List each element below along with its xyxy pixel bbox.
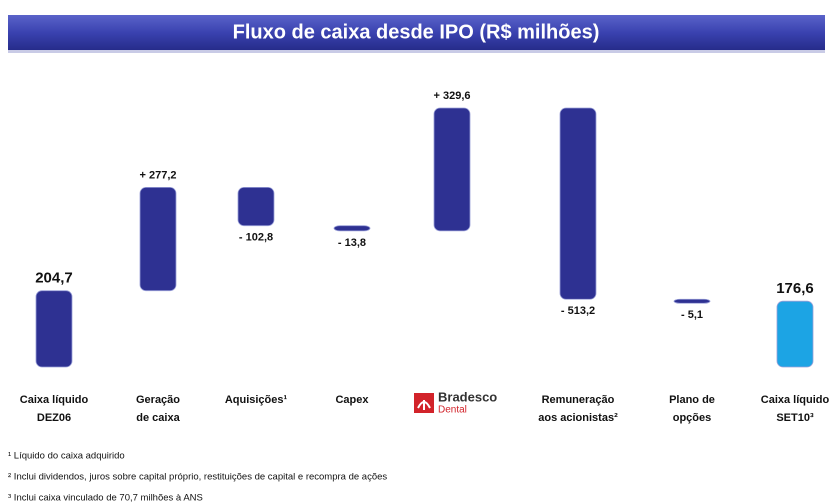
bar: [237, 186, 275, 227]
x-tick-label: Caixa líquido: [761, 394, 830, 406]
footnote: ² Inclui dividendos, juros sobre capital…: [8, 472, 387, 483]
value-label: - 102,8: [239, 232, 273, 244]
title-banner: [8, 15, 825, 50]
value-label: - 513,2: [561, 305, 595, 317]
x-tick-label: Caixa líquido: [20, 394, 89, 406]
x-tick-label: Remuneração: [542, 394, 615, 406]
x-tick-label: opções: [673, 412, 712, 424]
value-label: + 277,2: [139, 169, 176, 181]
bar: [433, 107, 471, 232]
footnote: ³ Inclui caixa vinculado de 70,7 milhões…: [8, 493, 203, 504]
logo-text: Bradesco: [438, 389, 497, 404]
value-label: 204,7: [35, 270, 73, 287]
bar: [333, 225, 371, 232]
value-label: - 5,1: [681, 309, 703, 321]
logo-subtext: Dental: [438, 405, 467, 416]
x-tick-label: Capex: [335, 394, 369, 406]
x-tick-label: Aquisições¹: [225, 394, 288, 406]
value-label: + 329,6: [433, 90, 470, 102]
logo-icon: [417, 400, 431, 410]
value-label: - 13,8: [338, 237, 366, 249]
bar: [559, 107, 597, 300]
x-tick-label: de caixa: [136, 412, 180, 424]
x-tick-label: DEZ06: [37, 412, 71, 424]
bar: [139, 186, 177, 292]
x-tick-label: Plano de: [669, 394, 715, 406]
title-shadow: [8, 50, 825, 53]
chart-title: Fluxo de caixa desde IPO (R$ milhões): [233, 21, 600, 43]
footnote: ¹ Líquido do caixa adquirido: [8, 451, 125, 462]
bar: [35, 290, 73, 368]
bar: [776, 300, 814, 368]
x-tick-label: SET10³: [776, 412, 814, 424]
x-tick-label: aos acionistas²: [538, 412, 618, 424]
x-tick-label: Geração: [136, 394, 180, 406]
bar: [673, 298, 711, 304]
value-label: 176,6: [776, 280, 814, 297]
